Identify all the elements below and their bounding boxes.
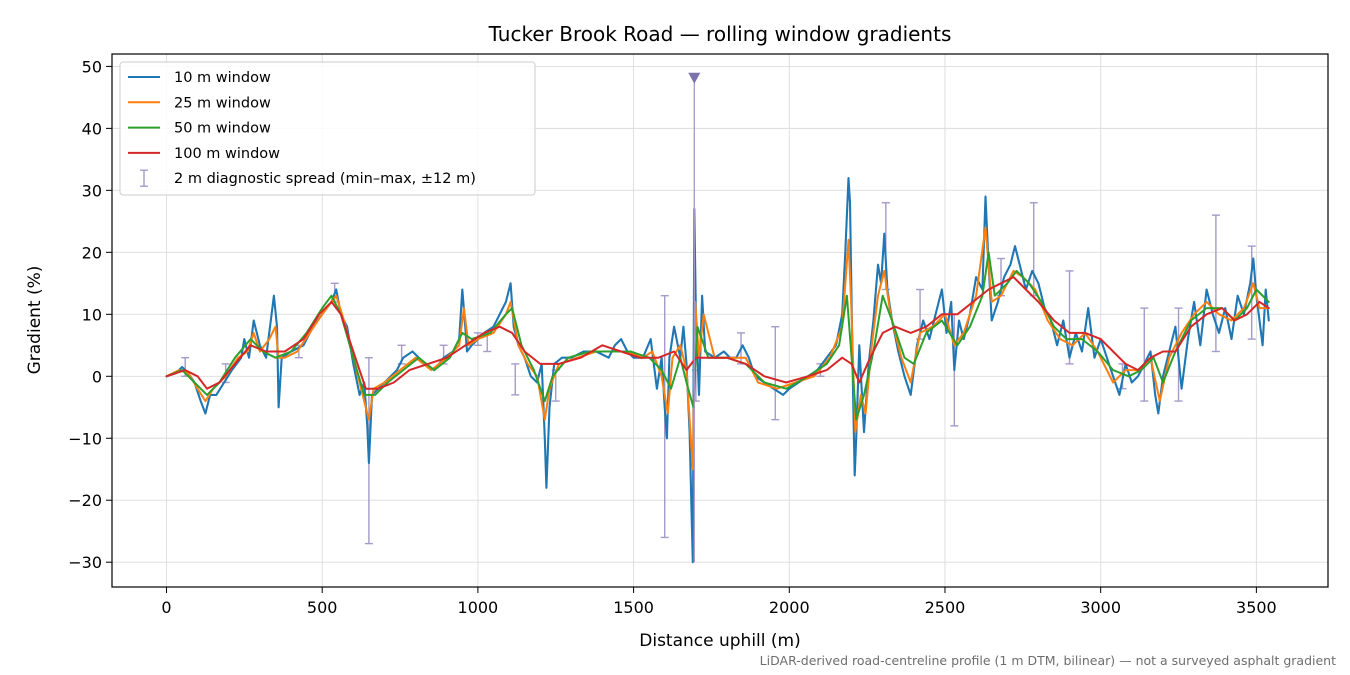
y-tick-label: 20 xyxy=(82,243,102,262)
legend-label-4: 100 m window xyxy=(174,146,280,162)
legend-label-3: 50 m window xyxy=(174,121,271,137)
y-tick-label: 0 xyxy=(92,367,102,386)
x-tick-label: 500 xyxy=(307,598,338,617)
x-tick-label: 3500 xyxy=(1236,598,1277,617)
y-tick-label: 10 xyxy=(82,305,102,324)
x-axis-label: Distance uphill (m) xyxy=(639,631,800,651)
y-tick-label: −30 xyxy=(68,553,102,572)
x-tick-label: 3000 xyxy=(1080,598,1121,617)
y-tick-label: 40 xyxy=(82,119,102,138)
clipped-marker xyxy=(688,72,701,563)
x-tick-label: 1500 xyxy=(613,598,654,617)
y-tick-label: 30 xyxy=(82,181,102,200)
clipped-marker-triangle xyxy=(688,72,701,84)
x-axis-ticks: 0 500 1000 1500 2000 2500 3000 3500 xyxy=(161,587,1277,617)
y-axis-label: Gradient (%) xyxy=(25,266,45,375)
series-line-4 xyxy=(165,276,1270,390)
legend: 10 m window 25 m window 50 m window 100 m w… xyxy=(119,61,536,196)
legend-label-1: 10 m window xyxy=(174,70,271,86)
y-tick-label: 50 xyxy=(82,57,102,76)
y-axis-ticks: −30 −20 −10 0 10 20 30 40 50 xyxy=(68,57,112,572)
legend-box xyxy=(119,61,536,196)
x-tick-label: 2000 xyxy=(769,598,810,617)
x-tick-label: 1000 xyxy=(458,598,499,617)
chart-title: Tucker Brook Road — rolling window gradi… xyxy=(488,22,952,46)
y-tick-label: −20 xyxy=(68,491,102,510)
x-tick-label: 0 xyxy=(161,598,171,617)
legend-label-5: 2 m diagnostic spread (min–max, ±12 m) xyxy=(174,171,476,187)
y-tick-label: −10 xyxy=(68,429,102,448)
legend-label-2: 25 m window xyxy=(174,95,271,111)
series-lines xyxy=(165,176,1270,564)
plot-frame xyxy=(111,53,1329,588)
x-tick-label: 2500 xyxy=(925,598,966,617)
footnote: LiDAR-derived road-centreline profile (1… xyxy=(760,653,1336,668)
